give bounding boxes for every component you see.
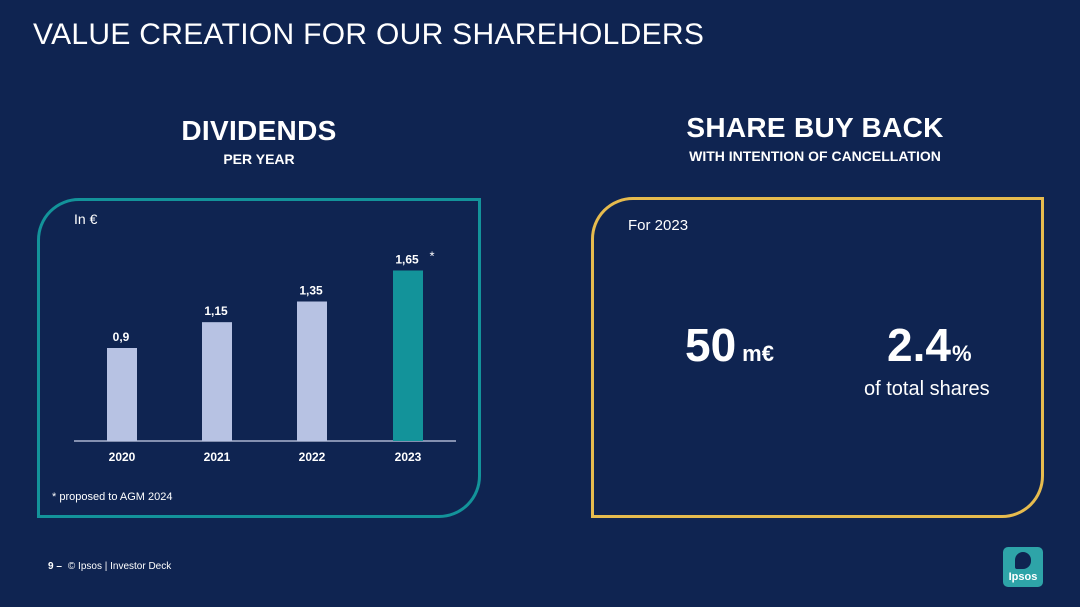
- ipsos-logo: Ipsos: [1003, 547, 1043, 587]
- logo-text: Ipsos: [1008, 571, 1038, 583]
- dividends-panel: [37, 198, 481, 518]
- buyback-heading: SHARE BUY BACK WITH INTENTION OF CANCELL…: [640, 112, 990, 164]
- dividends-footnote: * proposed to AGM 2024: [52, 491, 173, 503]
- dividends-subtitle: PER YEAR: [223, 151, 295, 167]
- dividends-title: DIVIDENDS: [181, 115, 337, 146]
- buyback-panel: [591, 197, 1044, 518]
- buyback-percentage-unit: %: [951, 341, 972, 366]
- slide-title: VALUE CREATION FOR OUR SHAREHOLDERS: [33, 18, 705, 51]
- buyback-period-label: For 2023: [628, 217, 689, 234]
- buyback-amount-unit: m€: [742, 341, 774, 366]
- footer: 9 – © Ipsos | Investor Deck: [48, 561, 171, 572]
- logo-mark-icon: [1015, 552, 1031, 569]
- buyback-percentage-caption: of total shares: [864, 378, 990, 400]
- dividends-heading: DIVIDENDS PER YEAR: [159, 115, 359, 167]
- buyback-title: SHARE BUY BACK: [686, 112, 944, 143]
- dividends-unit-label: In €: [74, 211, 98, 227]
- footer-text: © Ipsos | Investor Deck: [67, 561, 172, 572]
- buyback-amount: 50 m€: [685, 318, 774, 372]
- buyback-amount-value: 50: [685, 319, 737, 371]
- buyback-percentage-value: 2.4: [887, 319, 951, 371]
- buyback-percentage: 2.4%: [887, 318, 972, 372]
- page-number: 9 –: [48, 561, 62, 572]
- buyback-subtitle: WITH INTENTION OF CANCELLATION: [689, 148, 941, 164]
